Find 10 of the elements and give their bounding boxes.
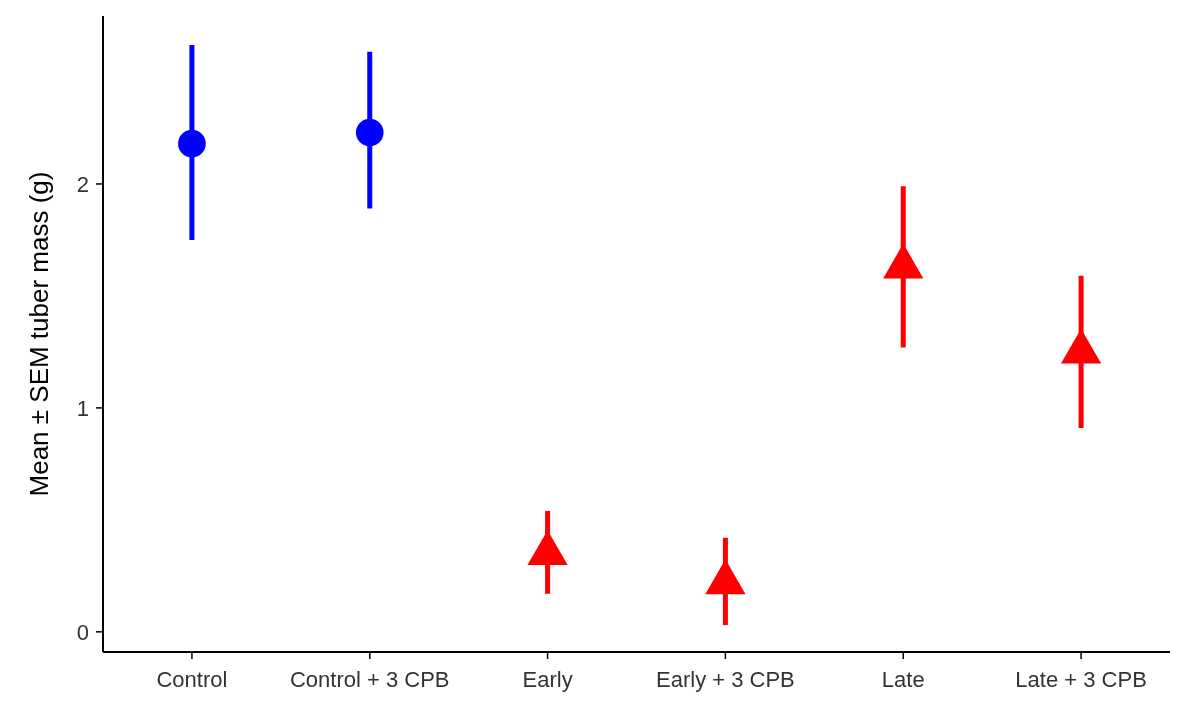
x-tick-label: Control — [156, 667, 228, 692]
y-tick-label: 2 — [76, 171, 89, 197]
y-axis-title: Mean ± SEM tuber mass (g) — [24, 171, 54, 497]
y-tick-label: 1 — [76, 395, 89, 421]
x-tick-label: Early + 3 CPB — [656, 667, 795, 692]
x-tick-label: Control + 3 CPB — [289, 667, 450, 692]
x-tick-label: Late + 3 CPB — [1015, 667, 1147, 692]
y-tick-label: 0 — [76, 619, 89, 645]
x-tick-label: Early — [522, 667, 573, 692]
x-tick-label: Late — [881, 667, 925, 692]
